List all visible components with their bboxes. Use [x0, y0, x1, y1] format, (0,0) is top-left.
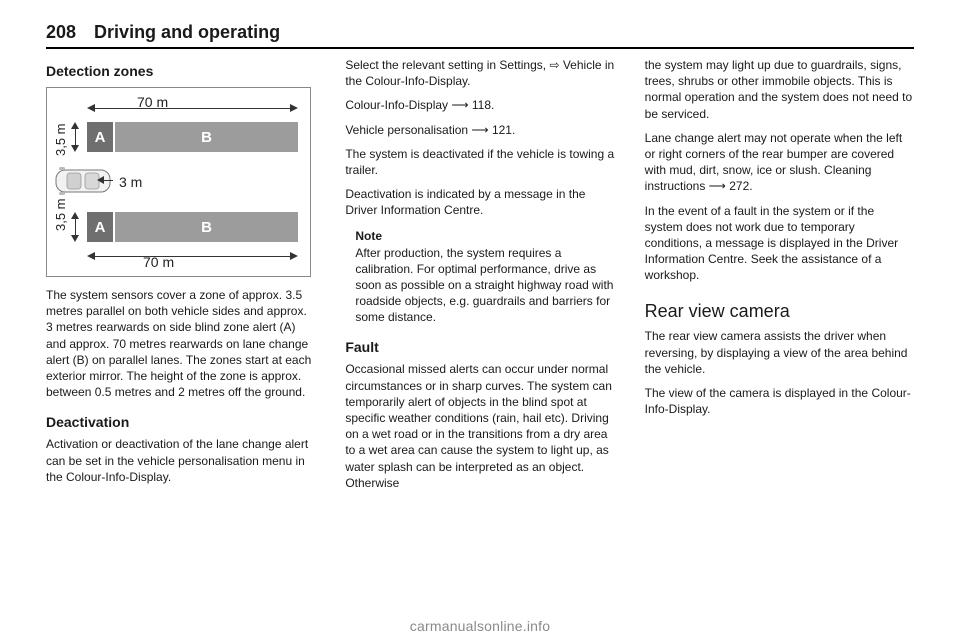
diagram-lane-top: A B [87, 122, 298, 152]
note-title: Note [355, 229, 614, 243]
heading-fault: Fault [345, 339, 614, 355]
diagram-rear-label: 3 m [119, 174, 142, 190]
paragraph-zones: The system sensors cover a zone of appro… [46, 287, 315, 400]
column-1: Detection zones 70 m 3,5 m A B [46, 57, 315, 617]
page-number: 208 [46, 22, 76, 43]
diagram-rear-arrow [97, 174, 115, 188]
diagram-bot-range-label: 70 m [143, 254, 174, 270]
chapter-title: Driving and operating [94, 22, 280, 43]
paragraph-select-setting: Select the relevant setting in Settings,… [345, 57, 614, 89]
paragraph-personalisation-ref: Vehicle personalisation ⟶ 121. [345, 122, 614, 138]
diagram-zone-a-top: A [87, 122, 115, 152]
heading-detection-zones: Detection zones [46, 63, 315, 79]
diagram-zone-b-top: B [115, 122, 298, 152]
note-body: After production, the system requires a … [355, 245, 614, 326]
paragraph-cid-ref: Colour-Info-Display ⟶ 118. [345, 97, 614, 113]
paragraph-deact-msg: Deactivation is indicated by a message i… [345, 186, 614, 218]
watermark-footer: carmanualsonline.info [0, 618, 960, 634]
note-box: Note After production, the system requir… [345, 229, 614, 326]
column-2: Select the relevant setting in Settings,… [345, 57, 614, 617]
content-columns: Detection zones 70 m 3,5 m A B [46, 57, 914, 617]
detection-zone-diagram: 70 m 3,5 m A B [46, 87, 311, 277]
page-header: 208 Driving and operating [46, 22, 914, 49]
heading-rear-view-camera: Rear view camera [645, 301, 914, 322]
paragraph-fault-workshop: In the event of a fault in the system or… [645, 203, 914, 284]
heading-deactivation: Deactivation [46, 414, 315, 430]
diagram-left-width-label-bot: 3,5 m [53, 198, 68, 231]
paragraph-fault-cont: the system may light up due to guardrail… [645, 57, 914, 122]
manual-page: 208 Driving and operating Detection zone… [0, 0, 960, 610]
column-3: the system may light up due to guardrail… [645, 57, 914, 617]
diagram-zone-b-bot: B [115, 212, 298, 242]
paragraph-rear-1: The rear view camera assists the driver … [645, 328, 914, 377]
diagram-zone-a-bot: A [87, 212, 115, 242]
paragraph-deactivation: Activation or deactivation of the lane c… [46, 436, 315, 485]
diagram-lane-bot: A B [87, 212, 298, 242]
paragraph-lca-limits: Lane change alert may not operate when t… [645, 130, 914, 195]
diagram-left-width-label-top: 3,5 m [53, 123, 68, 156]
paragraph-fault: Occasional missed alerts can occur under… [345, 361, 614, 491]
paragraph-rear-2: The view of the camera is displayed in t… [645, 385, 914, 417]
paragraph-trailer: The system is deactivated if the vehicle… [345, 146, 614, 178]
